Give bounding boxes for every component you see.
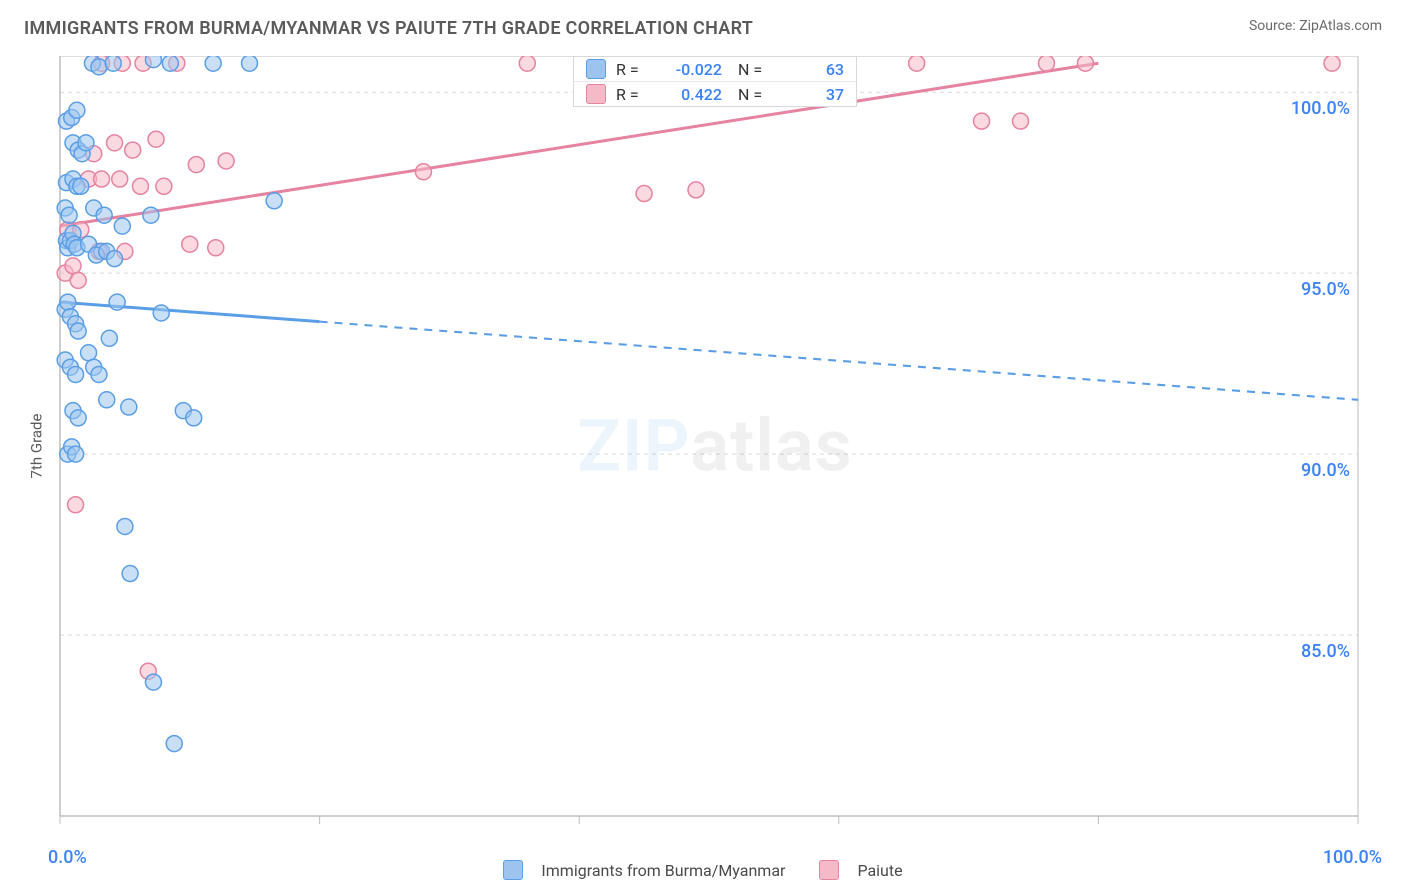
series-legend: Immigrants from Burma/Myanmar Paiute <box>0 860 1406 880</box>
legend-row-b: R = 0.422 N = 37 <box>574 81 856 106</box>
legend-item-a: Immigrants from Burma/Myanmar <box>503 860 785 880</box>
legend-r-value: 0.422 <box>652 85 722 104</box>
chart-area: 7th Grade ZIPatlas R = -0.022 N = 63 R =… <box>48 56 1382 836</box>
legend-n-value: 37 <box>774 85 844 104</box>
legend-label-a: Immigrants from Burma/Myanmar <box>541 861 785 880</box>
legend-n-label: N = <box>738 60 774 79</box>
legend-r-value: -0.022 <box>652 60 722 79</box>
svg-text:100.0%: 100.0% <box>1291 98 1350 119</box>
source-label: Source: ZipAtlas.com <box>1249 18 1382 34</box>
legend-swatch-a <box>503 860 523 880</box>
chart-title: IMMIGRANTS FROM BURMA/MYANMAR VS PAIUTE … <box>24 18 753 39</box>
legend-n-label: N = <box>738 85 774 104</box>
legend-r-label: R = <box>616 85 652 104</box>
legend-swatch-a <box>586 59 606 79</box>
svg-text:95.0%: 95.0% <box>1301 279 1350 300</box>
legend-swatch-b <box>586 84 606 104</box>
svg-text:90.0%: 90.0% <box>1301 460 1350 481</box>
svg-text:85.0%: 85.0% <box>1301 641 1350 662</box>
legend-label-b: Paiute <box>857 861 902 880</box>
legend-r-label: R = <box>616 60 652 79</box>
scatter-plot: 85.0% 90.0% 95.0% 100.0% <box>48 56 1378 836</box>
legend-n-value: 63 <box>774 60 844 79</box>
legend-swatch-b <box>819 860 839 880</box>
correlation-legend: R = -0.022 N = 63 R = 0.422 N = 37 <box>573 56 857 107</box>
y-axis-label: 7th Grade <box>27 414 45 479</box>
legend-row-a: R = -0.022 N = 63 <box>574 57 856 81</box>
legend-item-b: Paiute <box>819 860 902 880</box>
